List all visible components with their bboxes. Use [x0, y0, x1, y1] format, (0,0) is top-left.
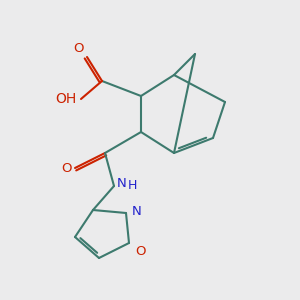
Text: O: O	[61, 161, 71, 175]
Text: H: H	[128, 179, 137, 192]
Text: O: O	[135, 245, 146, 258]
Text: OH: OH	[55, 92, 76, 106]
Text: N: N	[131, 205, 141, 218]
Text: O: O	[74, 43, 84, 56]
Text: N: N	[117, 177, 126, 190]
